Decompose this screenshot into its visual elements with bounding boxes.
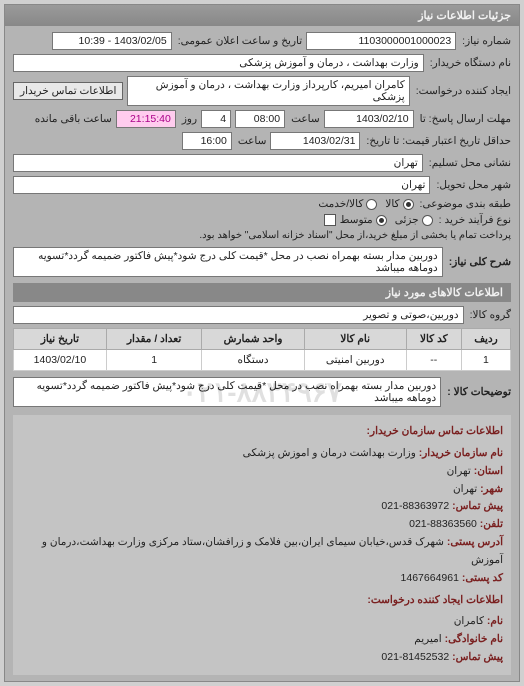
c-tel: 88363972-021 — [381, 500, 449, 512]
table-cell: دوربین امنیتی — [304, 350, 406, 371]
purchase-type-label: نوع فرآیند خرید : — [437, 214, 511, 226]
table-header: واحد شمارش — [202, 329, 304, 350]
table-header: تاریخ نیاز — [14, 329, 107, 350]
req-no-field: 1103000001000023 — [306, 32, 456, 50]
validity-date: 1403/02/31 — [270, 132, 360, 150]
table-header: ردیف — [461, 329, 510, 350]
c-fname: کامران — [454, 615, 484, 627]
c-post-lbl: کد پستی: — [462, 572, 503, 584]
radio-goods-label: کالا — [385, 198, 399, 210]
c-prov: تهران — [447, 465, 471, 477]
c-fname-lbl: نام: — [487, 615, 503, 627]
contact-title: اطلاعات تماس سازمان خریدار: — [21, 423, 503, 441]
radio-minor[interactable]: جزئی — [395, 214, 433, 226]
goods-table: ردیفکد کالانام کالاواحد شمارشتعداد / مقد… — [13, 328, 511, 371]
time-label-1: ساعت — [289, 113, 320, 125]
radio-dot-icon — [422, 215, 433, 226]
c-fax: 88363560-021 — [409, 518, 477, 530]
time-label-2: ساعت — [236, 135, 267, 147]
resp-deadline-date: 1403/02/10 — [324, 110, 414, 128]
c-lname: امیریم — [414, 633, 441, 645]
buyer-contact-button[interactable]: اطلاعات تماس خریدار — [13, 82, 123, 100]
contact-creator-title: اطلاعات ایجاد کننده درخواست: — [21, 592, 503, 610]
need-details-panel: جزئیات اطلاعات نیاز شماره نیاز: 11030000… — [4, 4, 520, 682]
desc-field: دوربین مدار بسته بهمراه نصب در محل *قیمت… — [13, 247, 443, 277]
radio-dot-icon — [403, 199, 414, 210]
c-org: وزارت بهداشت درمان و اموزش پزشکی — [243, 447, 416, 459]
buyer-org-field: وزارت بهداشت ، درمان و آموزش پزشکی — [13, 54, 424, 72]
table-cell: دستگاه — [202, 350, 304, 371]
radio-goods[interactable]: کالا — [385, 198, 413, 210]
table-header: تعداد / مقدار — [106, 329, 201, 350]
left-suffix: ساعت باقی مانده — [33, 113, 112, 125]
radio-service[interactable]: کالا/خدمت — [318, 198, 377, 210]
panel-body: شماره نیاز: 1103000001000023 تاریخ و ساع… — [5, 26, 519, 681]
pay-note: پرداخت تمام یا بخشی از مبلغ خرید،از محل … — [197, 230, 511, 241]
radio-dot-icon — [366, 199, 377, 210]
c-addr: شهرک قدس،خیابان سیمای ایران،بین فلامک و … — [42, 536, 503, 566]
city-label: شهر محل تحویل: — [434, 179, 511, 191]
c-cphone-lbl: پیش تماس: — [452, 651, 503, 663]
c-addr-lbl: آدرس پستی: — [447, 536, 503, 548]
table-header: نام کالا — [304, 329, 406, 350]
resp-deadline-label: مهلت ارسال پاسخ: تا — [418, 113, 511, 125]
days-left-field: 4 — [201, 110, 231, 128]
goods-group-label: گروه کالا: — [468, 309, 511, 321]
pub-dt-field: 1403/02/05 - 10:39 — [52, 32, 172, 50]
req-no-label: شماره نیاز: — [460, 35, 511, 47]
class-radio-group: کالا کالا/خدمت — [318, 198, 413, 210]
pub-dt-label: تاریخ و ساعت اعلان عمومی: — [176, 35, 302, 47]
goods-section-title: اطلاعات کالاهای مورد نیاز — [13, 283, 511, 302]
desc-label: شرح کلی نیاز: — [447, 256, 511, 268]
table-cell: -- — [406, 350, 461, 371]
creator-field: کامران امیریم، کارپرداز وزارت بهداشت ، د… — [127, 76, 409, 106]
contact-info-box: اطلاعات تماس سازمان خریدار: نام سازمان خ… — [13, 415, 511, 675]
c-org-lbl: نام سازمان خریدار: — [419, 447, 503, 459]
panel-title: جزئیات اطلاعات نیاز — [5, 5, 519, 26]
radio-medium[interactable]: متوسط — [340, 214, 387, 226]
table-header: کد کالا — [406, 329, 461, 350]
c-prov-lbl: استان: — [474, 465, 503, 477]
c-lname-lbl: نام خانوادگی: — [445, 633, 503, 645]
table-cell: 1 — [106, 350, 201, 371]
radio-service-label: کالا/خدمت — [318, 198, 363, 210]
treasury-checkbox[interactable] — [324, 214, 336, 226]
address-field: تهران — [13, 154, 423, 172]
countdown-time: 21:15:40 — [116, 110, 176, 128]
radio-medium-label: متوسط — [340, 214, 373, 226]
c-post: 1467664961 — [401, 572, 459, 584]
class-label: طبقه بندی موضوعی: — [418, 198, 511, 210]
c-fax-lbl: تلفن: — [480, 518, 503, 530]
city-field: تهران — [13, 176, 430, 194]
creator-label: ایجاد کننده درخواست: — [414, 85, 511, 97]
c-city: تهران — [453, 483, 477, 495]
resp-deadline-time: 08:00 — [235, 110, 285, 128]
table-cell: 1403/02/10 — [14, 350, 107, 371]
purchase-type-radio-group: جزئی متوسط — [340, 214, 433, 226]
radio-minor-label: جزئی — [395, 214, 419, 226]
validity-label: حداقل تاریخ اعتبار قیمت: تا تاریخ: — [364, 135, 511, 147]
address-label: نشانی محل تسلیم: — [427, 157, 511, 169]
validity-time: 16:00 — [182, 132, 232, 150]
table-row[interactable]: 1--دوربین امنیتیدستگاه11403/02/10 — [14, 350, 511, 371]
radio-dot-icon — [376, 215, 387, 226]
remarks-label: توضیحات کالا : — [445, 386, 511, 398]
buyer-org-label: نام دستگاه خریدار: — [428, 57, 511, 69]
goods-group-field: دوربین،صوتی و تصویر — [13, 306, 464, 324]
c-tel-lbl: پیش تماس: — [452, 500, 503, 512]
c-city-lbl: شهر: — [480, 483, 503, 495]
remarks-field: دوربین مدار بسته بهمراه نصب در محل *قیمت… — [13, 377, 441, 407]
table-cell: 1 — [461, 350, 510, 371]
days-label: روز — [180, 113, 197, 125]
c-cphone: 81452532-021 — [381, 651, 449, 663]
